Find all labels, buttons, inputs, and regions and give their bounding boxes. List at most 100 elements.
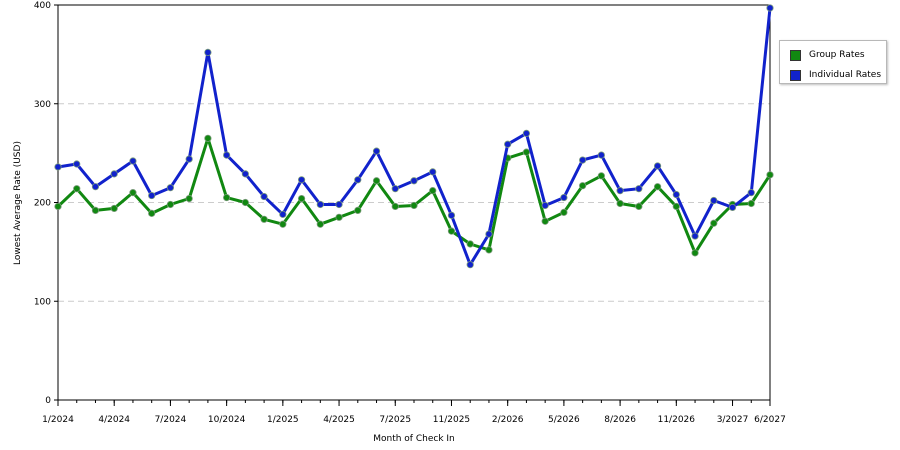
data-point-group-rates: [672, 202, 680, 211]
legend-swatch-individual-rates: [790, 69, 801, 81]
data-point-group-rates: [185, 194, 193, 203]
data-point-group-rates: [653, 183, 662, 191]
x-tick-label: 7/2024: [155, 415, 187, 425]
data-point-group-rates: [541, 217, 549, 225]
tick-labels: 0 100 200 300 400 1/2024 4/2024 7/2024 10/2024 1/…: [34, 1, 786, 425]
data-point-individual-rates: [672, 191, 680, 199]
data-point-individual-rates: [241, 170, 249, 178]
data-point-group-rates: [560, 208, 568, 216]
data-point-individual-rates: [747, 189, 755, 197]
data-point-group-rates: [297, 194, 306, 203]
data-point-group-rates: [710, 219, 718, 227]
x-tick-label: 7/2025: [379, 415, 411, 425]
data-point-group-rates: [410, 201, 418, 210]
data-point-group-rates: [522, 148, 531, 156]
data-point-group-rates: [129, 189, 137, 197]
data-point-individual-rates: [91, 183, 100, 191]
x-tick-label: 4/2024: [98, 415, 130, 425]
data-point-individual-rates: [710, 196, 718, 205]
x-tick-label: 11/2026: [658, 415, 696, 425]
data-point-individual-rates: [185, 155, 193, 163]
x-tick-label: 1/2024: [42, 415, 74, 425]
data-point-individual-rates: [466, 261, 474, 269]
data-point-group-rates: [597, 172, 605, 180]
data-point-group-rates: [616, 199, 624, 208]
data-point-individual-rates: [447, 211, 456, 219]
data-point-group-rates: [204, 134, 212, 142]
x-tick-label: 10/2024: [208, 415, 246, 425]
x-tick-label: 6/2027: [754, 415, 786, 425]
data-point-individual-rates: [335, 200, 343, 209]
legend-item-individual-rates: Individual Rates: [790, 68, 881, 82]
y-tick-label: 100: [34, 297, 51, 307]
x-tick-label: 11/2025: [433, 415, 470, 425]
data-point-individual-rates: [260, 192, 268, 201]
legend-item-group-rates: Group Rates: [790, 48, 865, 62]
data-point-individual-rates: [560, 193, 568, 202]
data-point-group-rates: [354, 206, 362, 214]
x-tick-label: 3/2027: [717, 415, 749, 425]
data-point-group-rates: [166, 200, 175, 209]
y-tick-label: 200: [34, 199, 51, 209]
x-tick-label: 4/2025: [323, 415, 355, 425]
data-point-group-rates: [54, 202, 62, 211]
data-point-individual-rates: [429, 168, 437, 176]
data-point-group-rates: [579, 182, 587, 190]
y-tick-label: 400: [34, 1, 51, 11]
legend-label-individual-rates: Individual Rates: [809, 70, 882, 80]
data-point-individual-rates: [391, 185, 399, 193]
data-point-group-rates: [429, 187, 437, 195]
x-tick-label: 1/2025: [267, 415, 299, 425]
data-point-group-rates: [223, 193, 231, 202]
data-point-individual-rates: [316, 200, 324, 209]
legend-swatch-group-rates: [790, 49, 801, 61]
data-point-group-rates: [91, 206, 100, 214]
data-point-individual-rates: [635, 185, 643, 193]
legend-label-group-rates: Group Rates: [809, 50, 865, 60]
data-point-individual-rates: [653, 162, 662, 170]
x-axis-title: Month of Check In: [373, 434, 455, 444]
data-point-group-rates: [766, 171, 774, 179]
data-point-group-rates: [635, 202, 643, 211]
data-point-individual-rates: [279, 210, 287, 218]
data-point-individual-rates: [54, 163, 62, 171]
data-point-group-rates: [335, 213, 343, 221]
series-line-group-rates: [56, 136, 772, 255]
data-point-individual-rates: [616, 187, 624, 195]
data-point-individual-rates: [148, 191, 156, 200]
data-point-individual-rates: [297, 176, 306, 184]
data-point-individual-rates: [73, 160, 81, 168]
data-point-individual-rates: [691, 232, 699, 240]
data-point-individual-rates: [223, 151, 231, 159]
data-point-individual-rates: [372, 147, 381, 155]
y-tick-label: 0: [45, 396, 51, 406]
legend: Group Rates Individual Rates: [779, 40, 887, 84]
data-point-individual-rates: [541, 201, 549, 210]
data-point-group-rates: [260, 215, 268, 223]
data-point-individual-rates: [522, 129, 531, 137]
x-tick-label: 8/2026: [604, 415, 636, 425]
data-point-individual-rates: [129, 157, 137, 165]
data-point-group-rates: [73, 185, 81, 193]
series-line-individual-rates: [56, 6, 772, 267]
data-point-group-rates: [148, 209, 156, 217]
data-point-group-rates: [747, 199, 755, 208]
axes: [54, 4, 771, 406]
data-point-individual-rates: [579, 156, 587, 164]
data-point-individual-rates: [504, 140, 512, 148]
data-point-group-rates: [447, 227, 456, 235]
data-point-individual-rates: [485, 230, 493, 238]
series-lines: [54, 4, 774, 269]
y-axis-title: Lowest Average Rate (USD): [13, 141, 23, 265]
data-point-individual-rates: [166, 184, 175, 192]
data-point-group-rates: [110, 204, 118, 213]
data-point-individual-rates: [728, 203, 737, 212]
data-point-group-rates: [279, 220, 287, 228]
data-point-group-rates: [391, 202, 399, 211]
data-point-group-rates: [691, 249, 699, 257]
data-point-group-rates: [372, 177, 381, 185]
x-tick-label: 5/2026: [548, 415, 580, 425]
data-point-group-rates: [316, 220, 324, 228]
data-point-individual-rates: [410, 177, 418, 185]
